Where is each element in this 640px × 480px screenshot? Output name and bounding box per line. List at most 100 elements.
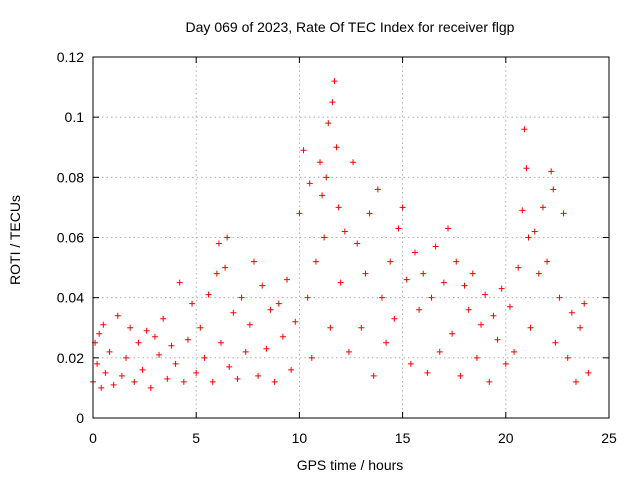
data-point <box>230 309 237 316</box>
data-point <box>523 165 530 172</box>
data-point <box>407 360 414 367</box>
data-point <box>156 351 163 358</box>
data-point <box>147 384 154 391</box>
data-point <box>465 306 472 313</box>
plot-frame <box>92 56 610 419</box>
data-point <box>259 282 266 289</box>
data-point <box>193 369 200 376</box>
data-point <box>564 354 571 361</box>
y-tick-label: 0.12 <box>57 49 84 65</box>
data-point <box>222 264 229 271</box>
data-point <box>323 174 330 181</box>
y-tick-label: 0.1 <box>65 109 85 125</box>
data-point <box>197 324 204 331</box>
data-point <box>506 303 513 310</box>
data-point <box>432 243 439 250</box>
data-point <box>552 339 559 346</box>
data-point <box>391 315 398 322</box>
data-point <box>312 258 319 265</box>
data-point <box>151 333 158 340</box>
data-point <box>411 249 418 256</box>
data-point <box>478 321 485 328</box>
data-point <box>378 294 385 301</box>
grid-lines <box>93 57 609 418</box>
data-point <box>572 378 579 385</box>
data-point <box>325 120 332 127</box>
data-point <box>374 186 381 193</box>
data-point <box>453 258 460 265</box>
data-point <box>139 366 146 373</box>
data-point <box>445 225 452 232</box>
data-point <box>428 294 435 301</box>
data-point <box>335 204 342 211</box>
data-point <box>511 348 518 355</box>
data-point <box>250 258 257 265</box>
data-point <box>502 360 509 367</box>
x-tick-label: 10 <box>292 430 308 446</box>
data-point <box>535 270 542 277</box>
data-point <box>457 372 464 379</box>
data-point <box>300 147 307 154</box>
data-point <box>585 369 592 376</box>
data-point <box>498 285 505 292</box>
data-point <box>366 210 373 217</box>
data-point <box>482 291 489 298</box>
data-point <box>238 294 245 301</box>
data-points <box>90 78 592 391</box>
data-point <box>242 348 249 355</box>
data-point <box>581 300 588 307</box>
data-point <box>263 345 270 352</box>
data-point <box>403 276 410 283</box>
data-point <box>160 315 167 322</box>
data-point <box>106 348 113 355</box>
data-point <box>279 333 286 340</box>
data-point <box>96 330 103 337</box>
data-point <box>118 372 125 379</box>
data-point <box>341 228 348 235</box>
y-tick-labels: 0 0.02 0.04 0.06 0.08 0.1 0.12 <box>57 49 609 426</box>
data-point <box>110 381 117 388</box>
data-point <box>519 207 526 214</box>
data-point <box>469 270 476 277</box>
data-point <box>331 78 338 85</box>
data-point <box>102 369 109 376</box>
data-point <box>473 354 480 361</box>
data-point <box>486 378 493 385</box>
data-point <box>296 210 303 217</box>
data-point <box>288 366 295 373</box>
data-point <box>387 258 394 265</box>
data-point <box>362 270 369 277</box>
data-point <box>321 234 328 241</box>
data-point <box>205 291 212 298</box>
data-point <box>531 228 538 235</box>
data-point <box>345 348 352 355</box>
data-point <box>143 327 150 334</box>
data-point <box>327 324 334 331</box>
data-point <box>172 360 179 367</box>
data-point <box>337 279 344 286</box>
data-point <box>449 330 456 337</box>
data-point <box>317 159 324 166</box>
data-point <box>383 339 390 346</box>
x-tick-labels: 0 5 10 15 20 25 <box>89 57 617 446</box>
data-point <box>135 339 142 346</box>
data-point <box>319 192 326 199</box>
data-point <box>436 348 443 355</box>
data-point <box>131 378 138 385</box>
y-tick-label: 0.04 <box>57 290 84 306</box>
data-point <box>354 240 361 247</box>
data-point <box>556 294 563 301</box>
data-point <box>215 240 222 247</box>
data-point <box>234 375 241 382</box>
y-tick-label: 0.06 <box>57 230 84 246</box>
data-point <box>424 369 431 376</box>
chart-title: Day 069 of 2023, Rate Of TEC Index for r… <box>186 19 515 35</box>
data-point <box>577 324 584 331</box>
data-point <box>184 336 191 343</box>
data-point <box>176 279 183 286</box>
data-point <box>548 168 555 175</box>
data-point <box>226 363 233 370</box>
data-point <box>213 270 220 277</box>
data-point <box>275 300 282 307</box>
